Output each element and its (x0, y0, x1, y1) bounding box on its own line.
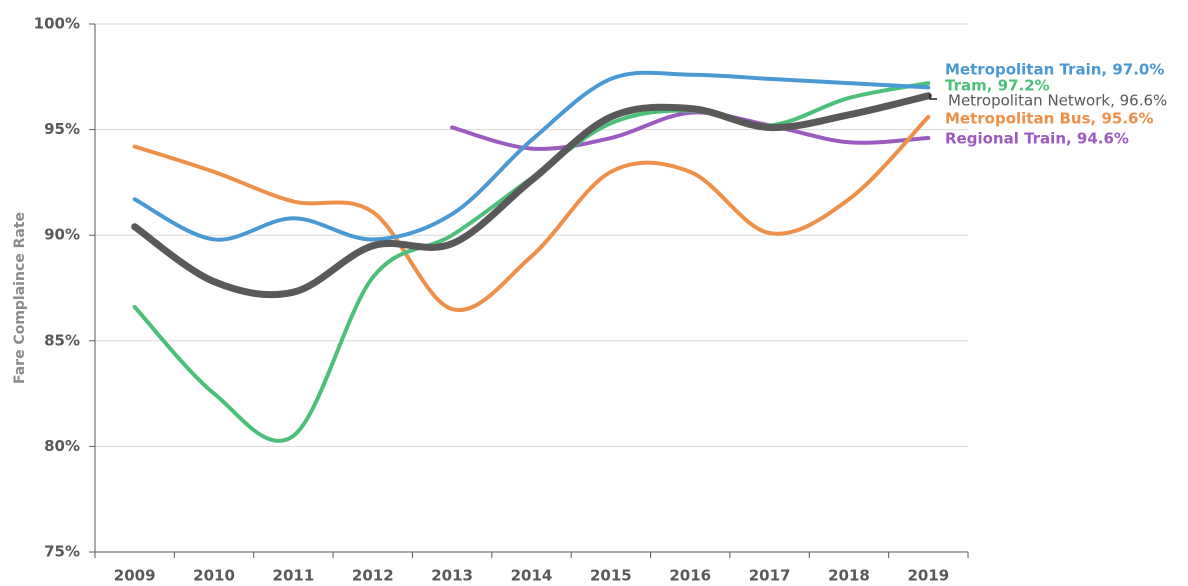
y-tick-label: 80% (44, 437, 80, 455)
x-tick-label: 2016 (669, 567, 711, 585)
series-end-label: Metropolitan Bus, 95.6% (945, 110, 1154, 128)
series-line (450, 110, 931, 151)
series-end-label: Regional Train, 94.6% (945, 130, 1129, 148)
series-end-label: Tram, 97.2% (945, 77, 1050, 95)
x-tick-label: 2015 (590, 567, 632, 585)
x-tick-label: 2013 (431, 567, 473, 585)
x-tick-label: 2018 (828, 567, 870, 585)
y-axis-label: Fare Complaince Rate (12, 212, 28, 384)
x-tick-label: 2010 (193, 567, 235, 585)
y-tick-label: 95% (44, 120, 80, 138)
series-line (132, 70, 931, 242)
x-tick-label: 2012 (352, 567, 394, 585)
x-tick-label: 2011 (273, 567, 315, 585)
y-tick-label: 85% (44, 331, 80, 349)
x-tick-label: 2019 (907, 567, 949, 585)
series-end-label: Metropolitan Train, 97.0% (945, 61, 1164, 79)
x-tick-label: 2017 (749, 567, 791, 585)
y-tick-label: 100% (34, 15, 80, 33)
series-line (132, 114, 931, 313)
series-line (131, 92, 932, 299)
y-tick-label: 75% (44, 543, 80, 561)
leader-line (929, 94, 937, 100)
series-end-label: Metropolitan Network, 96.6% (948, 92, 1167, 110)
x-tick-label: 2009 (114, 567, 156, 585)
x-tick-label: 2014 (511, 567, 553, 585)
y-tick-label: 90% (44, 226, 80, 244)
